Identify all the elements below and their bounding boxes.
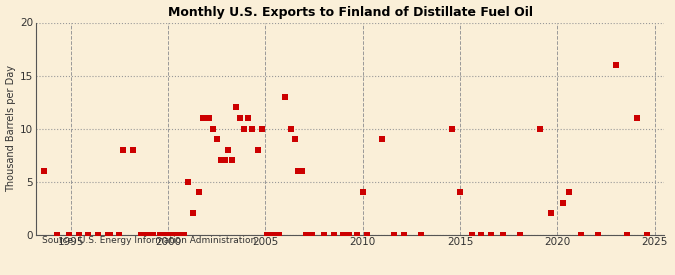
Point [211, 137, 222, 141]
Point [297, 169, 308, 173]
Point [238, 126, 249, 131]
Point [328, 232, 339, 237]
Point [306, 232, 317, 237]
Point [546, 211, 557, 216]
Point [204, 116, 215, 120]
Point [161, 232, 171, 237]
Point [279, 95, 290, 99]
Point [593, 232, 603, 237]
Point [246, 126, 257, 131]
Point [235, 116, 246, 120]
Point [215, 158, 226, 163]
Point [357, 190, 368, 194]
Point [286, 126, 296, 131]
Point [73, 232, 84, 237]
Point [63, 232, 74, 237]
Point [167, 232, 178, 237]
Point [361, 232, 372, 237]
Point [610, 63, 621, 67]
Point [182, 179, 193, 184]
Point [535, 126, 545, 131]
Point [219, 158, 230, 163]
Point [344, 232, 354, 237]
Point [454, 190, 465, 194]
Point [83, 232, 94, 237]
Point [172, 232, 183, 237]
Point [319, 232, 329, 237]
Point [273, 232, 284, 237]
Point [352, 232, 362, 237]
Point [155, 232, 165, 237]
Point [118, 148, 129, 152]
Point [268, 232, 279, 237]
Point [398, 232, 409, 237]
Text: Source: U.S. Energy Information Administration: Source: U.S. Energy Information Administ… [42, 236, 256, 245]
Point [641, 232, 652, 237]
Point [147, 232, 158, 237]
Point [301, 232, 312, 237]
Point [188, 211, 199, 216]
Point [256, 126, 267, 131]
Point [262, 232, 273, 237]
Point [178, 232, 189, 237]
Point [497, 232, 508, 237]
Point [293, 169, 304, 173]
Point [564, 190, 574, 194]
Point [447, 126, 458, 131]
Point [114, 232, 125, 237]
Point [558, 201, 568, 205]
Point [227, 158, 238, 163]
Point [515, 232, 526, 237]
Point [38, 169, 49, 173]
Point [92, 232, 103, 237]
Point [476, 232, 487, 237]
Point [105, 232, 115, 237]
Point [575, 232, 586, 237]
Point [231, 105, 242, 109]
Point [252, 148, 263, 152]
Point [198, 116, 209, 120]
Point [136, 232, 146, 237]
Point [242, 116, 253, 120]
Point [622, 232, 632, 237]
Point [486, 232, 497, 237]
Y-axis label: Thousand Barrels per Day: Thousand Barrels per Day [5, 65, 16, 192]
Point [141, 232, 152, 237]
Point [388, 232, 399, 237]
Point [338, 232, 349, 237]
Point [289, 137, 300, 141]
Point [416, 232, 427, 237]
Point [632, 116, 643, 120]
Point [194, 190, 205, 194]
Point [223, 148, 234, 152]
Point [466, 232, 477, 237]
Point [207, 126, 218, 131]
Title: Monthly U.S. Exports to Finland of Distillate Fuel Oil: Monthly U.S. Exports to Finland of Disti… [167, 6, 533, 18]
Point [377, 137, 387, 141]
Point [128, 148, 138, 152]
Point [103, 232, 113, 237]
Point [52, 232, 63, 237]
